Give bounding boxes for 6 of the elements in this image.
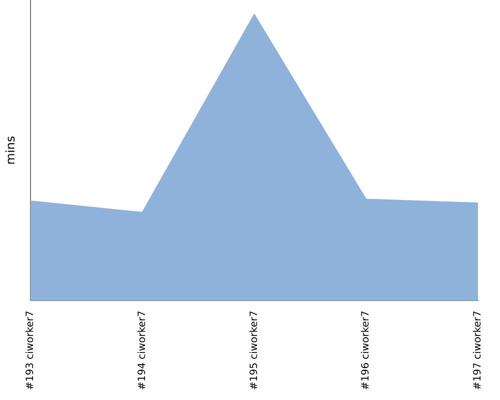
x-tick-label: #195 ciworker7 [248, 310, 260, 390]
y-axis-title: mins [3, 136, 18, 165]
x-tick-label: #196 ciworker7 [360, 310, 372, 390]
x-tick-label: #194 ciworker7 [136, 310, 148, 390]
x-tick-label: #193 ciworker7 [24, 310, 36, 390]
x-tick-label: #197 ciworker7 [472, 310, 484, 390]
